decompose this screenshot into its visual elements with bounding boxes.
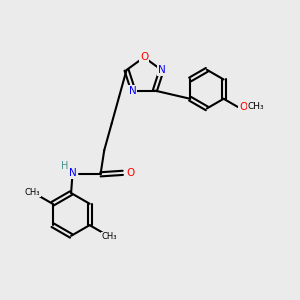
Text: H: H (61, 161, 68, 171)
Text: O: O (239, 102, 247, 112)
Text: O: O (140, 52, 148, 62)
Text: CH₃: CH₃ (25, 188, 40, 197)
Text: CH₃: CH₃ (102, 232, 118, 241)
Text: N: N (158, 65, 166, 75)
Text: CH₃: CH₃ (248, 103, 265, 112)
Text: N: N (69, 168, 76, 178)
Text: N: N (129, 85, 136, 96)
Text: O: O (126, 168, 134, 178)
